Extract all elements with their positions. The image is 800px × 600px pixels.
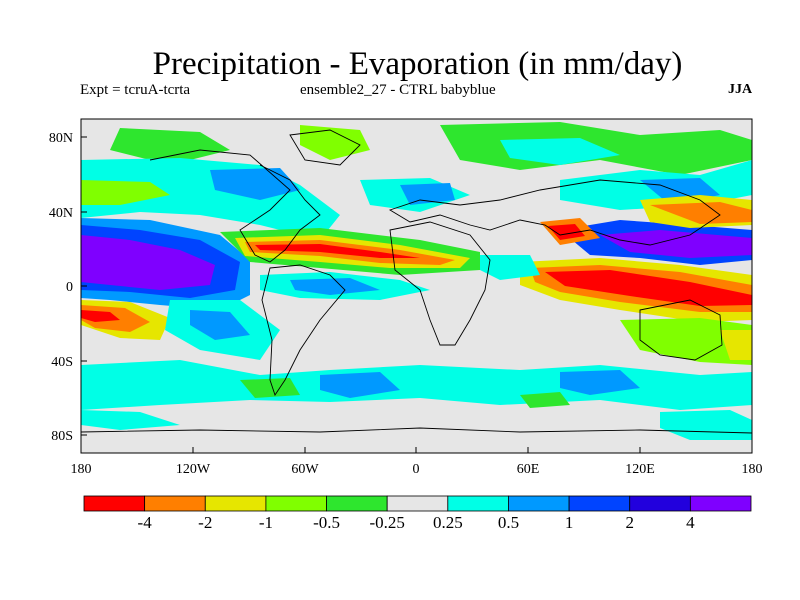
field-patch	[190, 310, 250, 340]
field-patch	[81, 410, 180, 430]
field-patch	[81, 180, 170, 205]
field-patch	[520, 392, 570, 408]
field-patch	[210, 168, 300, 200]
colorbar-swatch	[447, 495, 509, 512]
y-tick-label: 0	[66, 280, 73, 295]
chart-title: Precipitation - Evaporation (in mm/day)	[152, 46, 683, 82]
coastlines	[81, 129, 752, 434]
coast-antarctica	[81, 427, 752, 434]
field-patch	[290, 278, 380, 295]
colorbar-label: -0.5	[313, 513, 340, 532]
ensemble-label: ensemble2_27 - CTRL babyblue	[300, 82, 496, 98]
coast-north-america	[149, 149, 321, 263]
field-patch	[480, 255, 540, 280]
colorbar-swatch	[83, 495, 146, 512]
x-tick-label: 120E	[625, 462, 655, 477]
colorbar-label: 0.5	[498, 513, 519, 532]
coast-australia	[639, 299, 723, 361]
coast-eurasia	[388, 179, 721, 246]
coast-africa	[389, 221, 491, 346]
field-patch	[500, 138, 620, 165]
colorbar-swatch	[265, 495, 327, 512]
axis-ticks	[80, 136, 753, 453]
coast-south-america	[261, 264, 346, 397]
field-patch	[560, 370, 640, 395]
coast-greenland	[289, 129, 361, 166]
colorbar-swatch	[204, 495, 267, 512]
colorbar-swatch	[629, 495, 691, 512]
y-tick-label: 40N	[49, 206, 73, 221]
x-tick-label: 0	[413, 462, 420, 477]
colorbar-label: 1	[565, 513, 574, 532]
colorbar-labels: -4 -2 -1 -0.5 -0.25 0.25 0.5 1 2 4	[138, 513, 696, 532]
colorbar-label: 2	[625, 513, 634, 532]
field-patch	[548, 224, 585, 240]
x-tick-label: 180	[71, 462, 92, 477]
colorbar-swatch	[568, 495, 631, 512]
field-patch	[400, 183, 455, 205]
y-tick-label: 40S	[51, 355, 73, 370]
x-tick-label: 120W	[176, 462, 211, 477]
field-patch	[240, 378, 300, 398]
field-patch	[320, 372, 400, 398]
x-tick-label: 60W	[291, 462, 319, 477]
colorbar-swatch	[508, 495, 570, 512]
colorbar-swatch	[326, 495, 388, 512]
field-patch	[545, 270, 752, 306]
colorbar	[83, 495, 752, 512]
colorbar-label: -1	[259, 513, 273, 532]
field-patch	[110, 128, 230, 165]
y-tick-label: 80S	[51, 429, 73, 444]
colorbar-label: 0.25	[433, 513, 463, 532]
season-label: JJA	[728, 82, 753, 97]
field-patch	[81, 310, 120, 322]
colorbar-swatch	[689, 495, 752, 512]
field-patch	[255, 244, 420, 258]
colorbar-label: -2	[198, 513, 212, 532]
field-patch	[720, 330, 752, 360]
field-patch	[650, 202, 752, 224]
colorbar-label: 4	[686, 513, 695, 532]
colorbar-swatch	[386, 495, 449, 512]
field-shading	[81, 119, 752, 453]
field-patch	[600, 230, 752, 258]
colorbar-label: -4	[138, 513, 153, 532]
experiment-label: Expt = tcruA-tcrta	[80, 82, 191, 98]
field-patch	[300, 125, 370, 160]
x-tick-label: 180	[742, 462, 763, 477]
field-patch	[81, 235, 215, 290]
field-patch	[620, 318, 752, 365]
x-tick-label: 60E	[517, 462, 540, 477]
colorbar-label: -0.25	[369, 513, 404, 532]
colorbar-swatch	[144, 495, 206, 512]
y-tick-label: 80N	[49, 131, 73, 146]
